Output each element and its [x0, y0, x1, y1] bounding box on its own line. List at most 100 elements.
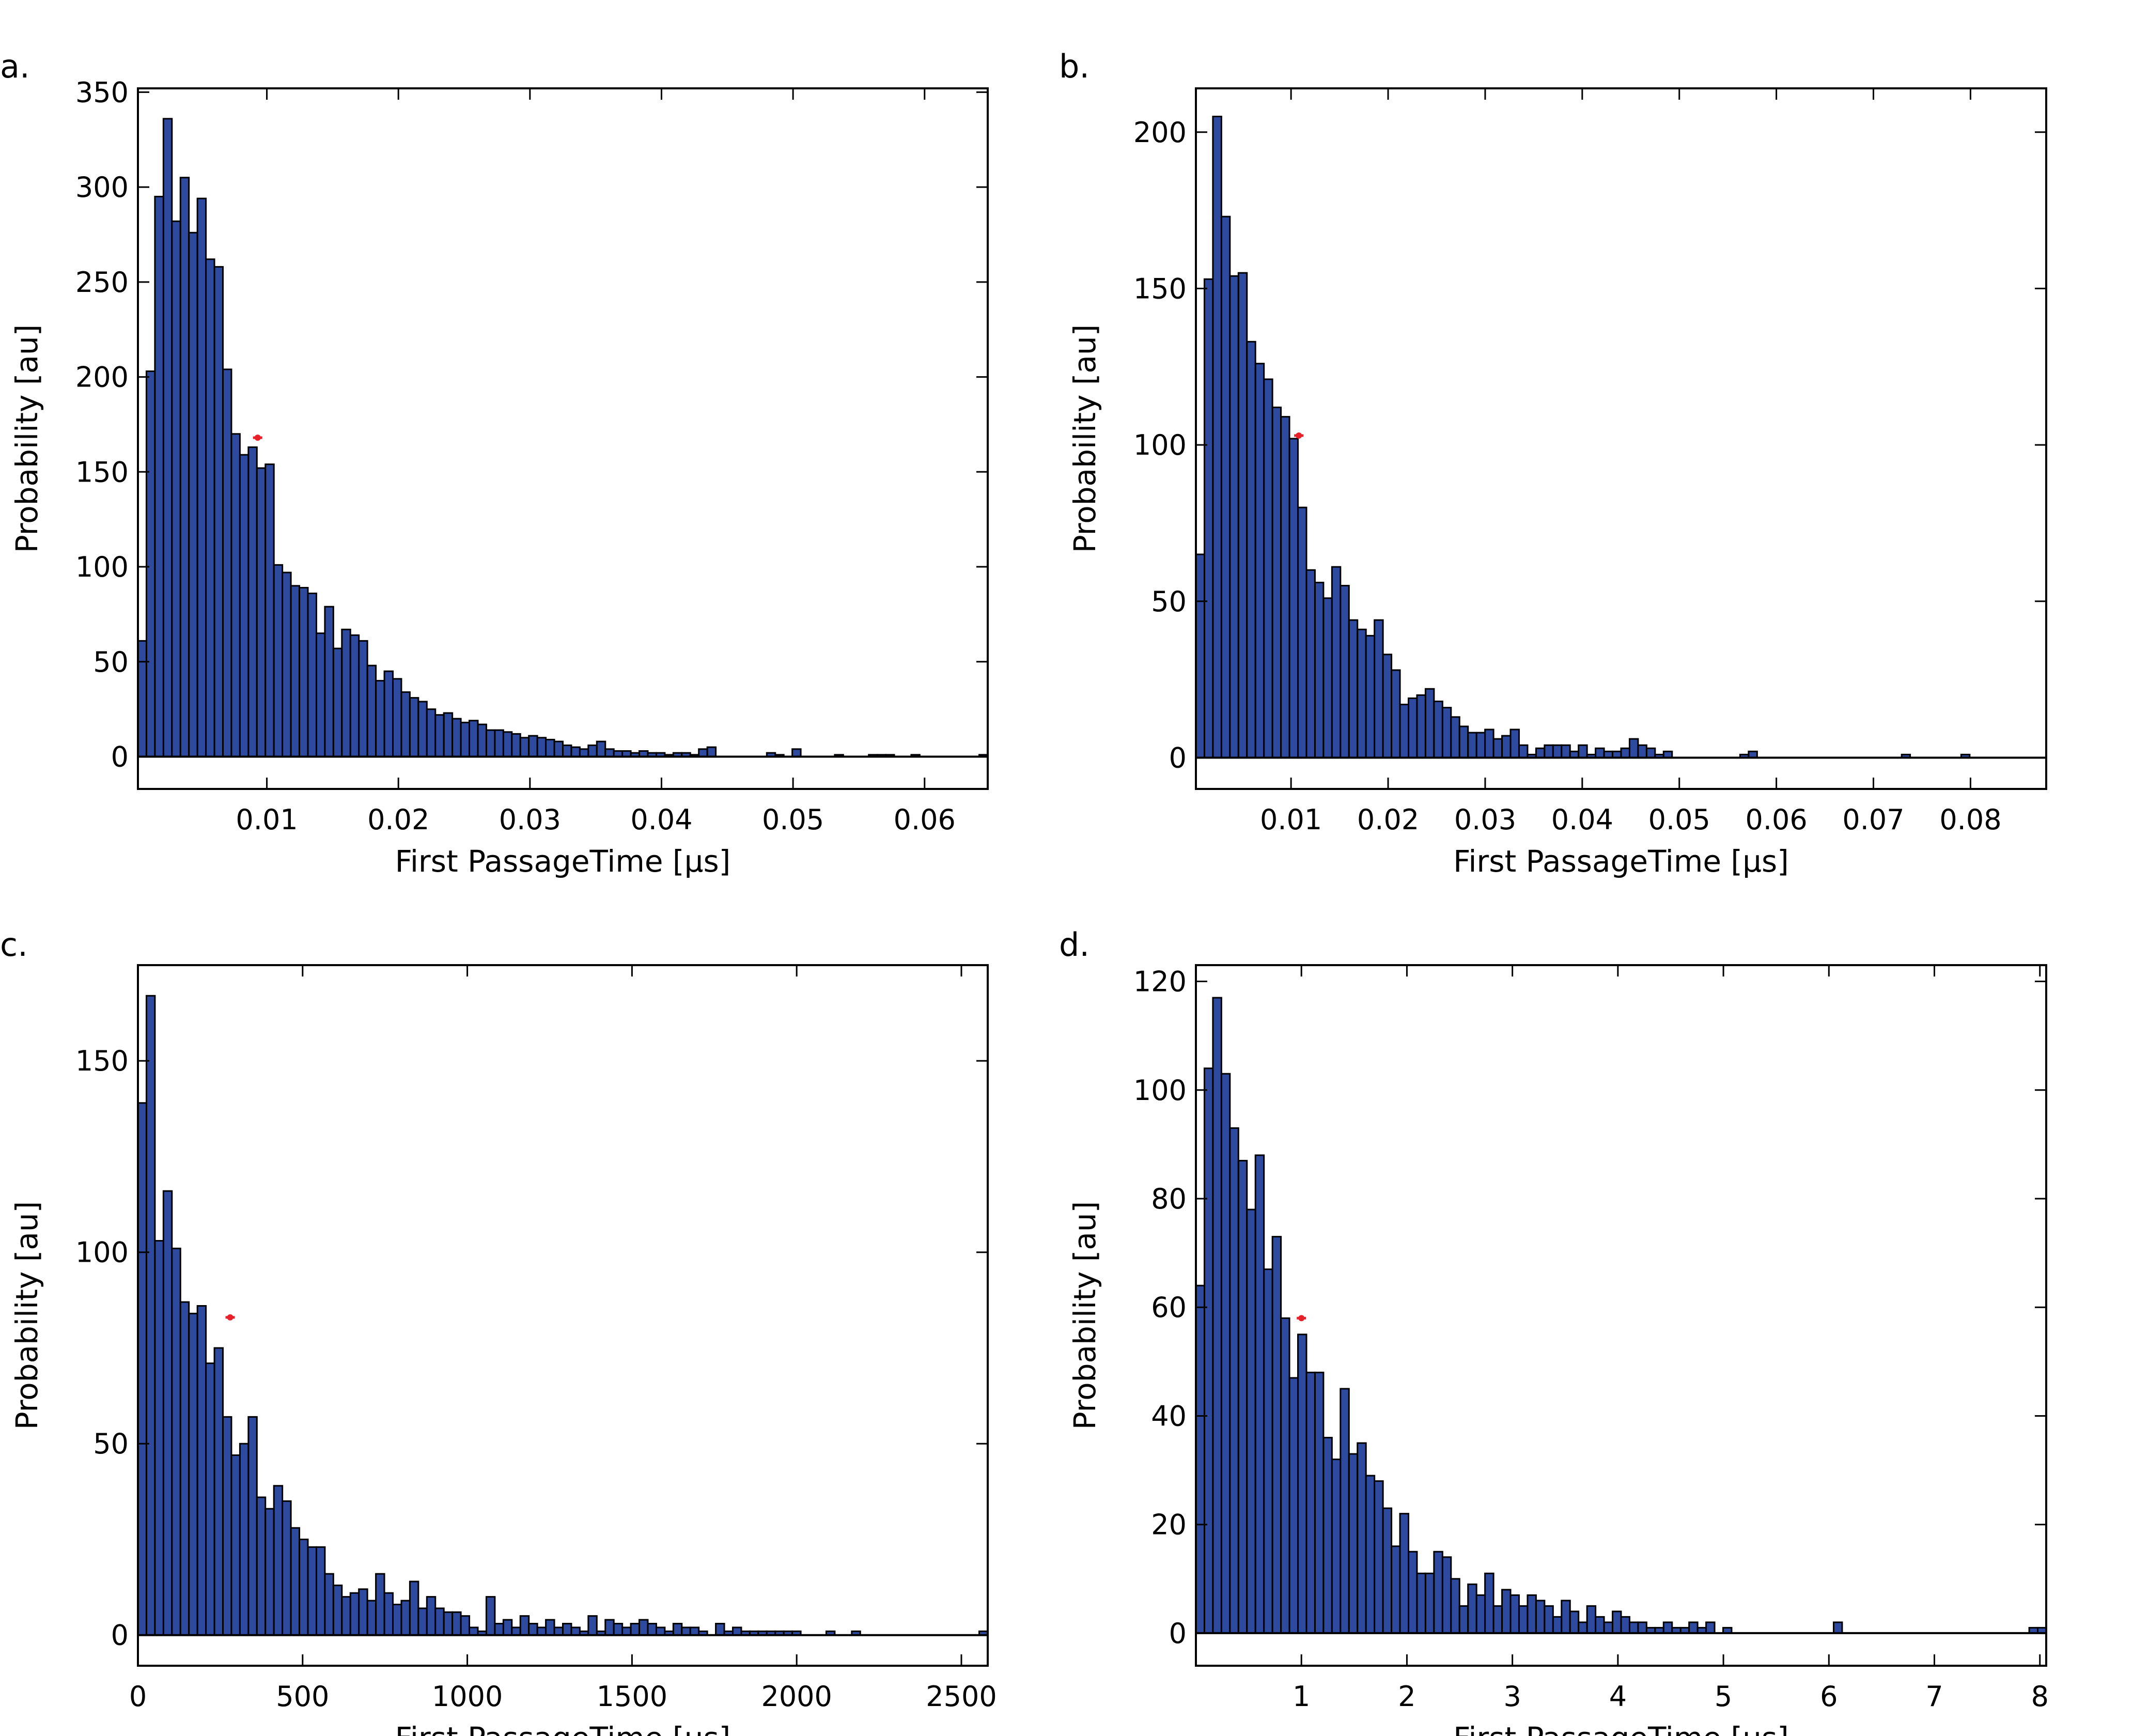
histogram-bar	[604, 1619, 615, 1636]
x-tick-label: 1	[1293, 1680, 1310, 1713]
histogram-bar	[239, 454, 250, 758]
histogram-bar	[239, 1443, 250, 1636]
histogram-bar	[1458, 725, 1469, 758]
histogram-bar	[188, 231, 198, 758]
histogram-bar	[324, 1573, 334, 1636]
histogram-bar	[1586, 1605, 1597, 1634]
histogram-bar	[1492, 1605, 1503, 1634]
histogram-bar	[536, 1626, 547, 1636]
histogram-bar	[1620, 1616, 1630, 1634]
histogram-bar	[1271, 406, 1282, 758]
x-tick-label: 0.08	[1939, 803, 2001, 836]
histogram-bar	[179, 1301, 190, 1636]
x-tick-label: 0.06	[894, 803, 956, 836]
histogram-bar	[366, 1600, 377, 1636]
histogram-bar	[1220, 1073, 1231, 1634]
histogram-bar	[1467, 732, 1477, 758]
histogram-bar	[349, 634, 360, 758]
y-tick-label: 150	[1133, 272, 1187, 305]
x-tick-label: 500	[276, 1680, 329, 1713]
x-tick-label: 0.02	[1357, 803, 1419, 836]
x-tick-label: 5	[1715, 1680, 1732, 1713]
histogram-bar	[613, 1622, 624, 1636]
histogram-bar	[1280, 1317, 1290, 1634]
histogram-bar	[154, 1240, 164, 1636]
histogram-bar	[1288, 1377, 1299, 1634]
mean-marker	[225, 1314, 235, 1321]
histogram-bar	[332, 647, 343, 758]
histogram-bar	[1305, 1371, 1316, 1634]
histogram-bar	[460, 1615, 471, 1636]
y-axis-label: Probability [au]	[1067, 324, 1102, 553]
histogram-bar	[1484, 1572, 1494, 1634]
histogram-bar	[791, 748, 802, 758]
histogram-bar	[1501, 1589, 1512, 1634]
histogram-bar	[477, 723, 487, 758]
histogram-bar	[434, 1607, 445, 1636]
histogram-bar	[341, 628, 351, 758]
y-tick-label: 0	[111, 1619, 129, 1652]
histogram-bar	[1348, 619, 1359, 758]
chart-panel-3: 0 500 1000 1500 2000 2500 0 50 100 150 First Passa…	[0, 926, 997, 1736]
y-tick-label: 100	[75, 551, 129, 583]
x-axis-label: First PassageTime [μs]	[395, 1721, 731, 1736]
histogram-bar	[1229, 275, 1239, 758]
x-tick-label: 0.05	[762, 803, 824, 836]
histogram-bar	[1237, 1159, 1248, 1634]
x-tick-label: 0.04	[1551, 803, 1613, 836]
histogram-bar	[1195, 553, 1205, 758]
histogram-bar	[1833, 1621, 1843, 1634]
plot-frame	[137, 964, 989, 1667]
histogram-bar	[451, 1611, 462, 1636]
histogram-bar	[324, 606, 334, 758]
histogram-bar	[375, 680, 385, 758]
marker-point	[227, 1314, 233, 1321]
histogram-bar	[1612, 1610, 1622, 1634]
x-tick-label: 2	[1398, 1680, 1415, 1713]
histogram-bar	[570, 1626, 581, 1636]
histogram-bar	[1331, 1459, 1342, 1634]
histogram-bar	[528, 735, 538, 758]
histogram-bar	[1280, 416, 1290, 758]
histogram-bar	[604, 748, 615, 758]
histogram-bar	[1484, 729, 1494, 758]
histogram-bar	[1220, 215, 1231, 758]
histogram-bar	[383, 670, 394, 758]
histogram-bar	[230, 433, 241, 758]
histogram-bar	[1382, 654, 1393, 758]
x-tick-label: 1000	[432, 1680, 503, 1713]
histogram-bar	[647, 1622, 657, 1636]
x-tick-label: 2500	[926, 1680, 997, 1713]
histogram-bar	[485, 1596, 496, 1636]
histogram-bar	[383, 1592, 394, 1636]
x-tick-label: 3	[1503, 1680, 1521, 1713]
histogram-bar	[1399, 704, 1410, 758]
histogram-bar	[145, 995, 156, 1636]
histogram-bar	[247, 1416, 258, 1636]
histogram-bar	[1578, 1621, 1588, 1634]
histogram-bar	[732, 1626, 742, 1636]
histogram-bar	[392, 1603, 402, 1636]
x-tick-label: 0.03	[1454, 803, 1516, 836]
x-tick-label: 0.05	[1648, 803, 1710, 836]
histogram-bar	[264, 1508, 275, 1636]
x-tick-label: 0.01	[1260, 803, 1322, 836]
histogram-bar	[273, 564, 284, 758]
y-axis-label: Probability [au]	[9, 1201, 44, 1430]
histogram-bar	[417, 701, 428, 758]
histogram-bar	[1492, 738, 1503, 758]
y-tick-label: 300	[75, 171, 129, 204]
chart-panel-4: 12345678020406080100120First PassageTime…	[1059, 926, 2049, 1736]
histogram-bar	[222, 1416, 232, 1636]
histogram-bar	[315, 632, 326, 758]
y-tick-label: 200	[1133, 116, 1187, 149]
histogram-bar	[307, 593, 317, 758]
histogram-bar	[137, 1102, 147, 1636]
y-tick-label: 0	[1169, 1617, 1187, 1650]
histogram-bar	[545, 1619, 555, 1636]
y-axis-label: Probability [au]	[1067, 1201, 1102, 1430]
y-tick-label: 60	[1151, 1291, 1187, 1324]
histogram-bar	[434, 714, 445, 758]
x-tick-label: 0.02	[367, 803, 429, 836]
histogram-bar	[213, 1347, 224, 1636]
